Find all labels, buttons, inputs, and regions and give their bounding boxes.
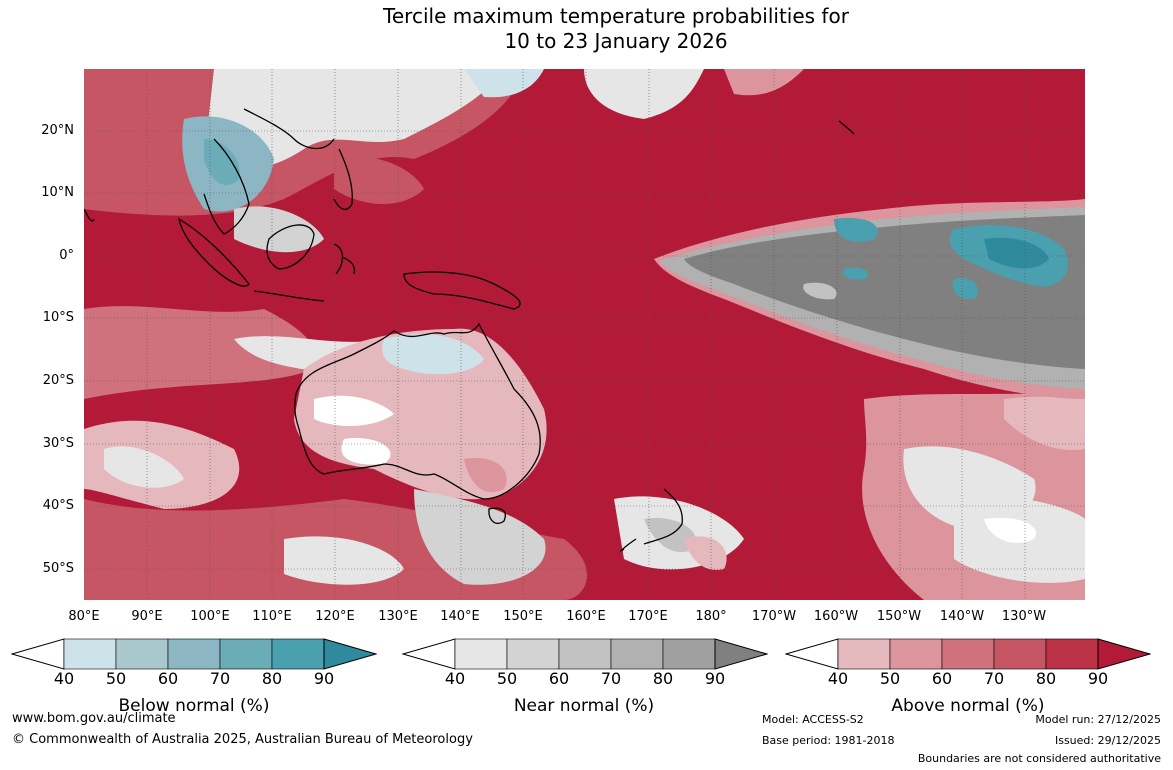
legend-above-tick-90: 90 xyxy=(1087,669,1109,688)
issued-text: Issued: 29/12/2025 xyxy=(1054,734,1161,747)
legend-near-swatch-1 xyxy=(506,638,560,670)
lat-label-0: 0° xyxy=(59,248,74,263)
lon-label-170w: 170°W xyxy=(751,609,797,624)
model-run-text: Model run: 27/12/2025 xyxy=(1035,713,1161,726)
legend-above-swatch-4 xyxy=(1045,638,1099,670)
lon-label-150e: 150°E xyxy=(503,609,543,624)
legend-below-tick-50: 50 xyxy=(105,669,127,688)
legend-below-swatch-4 xyxy=(271,638,325,670)
legend-above-swatch-5 xyxy=(1097,638,1151,670)
probability-map xyxy=(84,69,1085,600)
lon-label-150w: 150°W xyxy=(876,609,922,624)
lon-label-110e: 110°E xyxy=(252,609,292,624)
lat-label-10s: 10°S xyxy=(42,310,74,325)
legend-near-swatch-0 xyxy=(454,638,508,670)
legend-above-tick-50: 50 xyxy=(879,669,901,688)
legend-near-title: Near normal (%) xyxy=(513,696,655,716)
legend-near-tick-50: 50 xyxy=(496,669,518,688)
lat-label-20s: 20°S xyxy=(42,373,74,388)
legend-below-tick-70: 70 xyxy=(209,669,231,688)
lon-label-140w: 140°W xyxy=(939,609,985,624)
lon-label-130w: 130°W xyxy=(1001,609,1047,624)
lon-label-160w: 160°W xyxy=(813,609,859,624)
lon-label-90e: 90°E xyxy=(131,609,163,624)
legend-above-tick-80: 80 xyxy=(1035,669,1057,688)
lon-label-180: 180° xyxy=(695,609,727,624)
legend-near-swatch-4 xyxy=(662,638,716,670)
legend-below-tick-40: 40 xyxy=(53,669,75,688)
legend-near-tick-90: 90 xyxy=(704,669,726,688)
legend-above-swatch-1 xyxy=(889,638,943,670)
legend-below-swatch-5 xyxy=(323,638,377,670)
title-line-1: Tercile maximum temperature probabilitie… xyxy=(383,4,849,28)
lon-label-100e: 100°E xyxy=(190,609,230,624)
legend-near-normal xyxy=(402,638,768,670)
lon-label-130e: 130°E xyxy=(378,609,418,624)
north-near-normal xyxy=(204,69,504,170)
legend-near-tick-60: 60 xyxy=(548,669,570,688)
lon-label-170e: 170°E xyxy=(628,609,668,624)
lat-label-40s: 40°S xyxy=(42,498,74,513)
lat-label-30s: 30°S xyxy=(42,436,74,451)
legend-below-swatch-1 xyxy=(115,638,169,670)
website-link[interactable]: www.bom.gov.au/climate xyxy=(12,711,176,726)
north-below-patch xyxy=(464,69,544,98)
base-period-text: Base period: 1981-2018 xyxy=(762,734,895,747)
model-text: Model: ACCESS-S2 xyxy=(762,713,864,726)
legend-above-title: Above normal (%) xyxy=(891,696,1045,716)
legend-below-swatch-2 xyxy=(167,638,221,670)
coastlines xyxy=(84,108,855,552)
graticule xyxy=(84,69,1085,600)
legend-above-tick-70: 70 xyxy=(983,669,1005,688)
lon-label-160e: 160°E xyxy=(566,609,606,624)
legend-below-tick-80: 80 xyxy=(261,669,283,688)
legend-below-swatch-0 xyxy=(63,638,117,670)
copyright-text: © Commonwealth of Australia 2025, Austra… xyxy=(12,732,473,747)
legend-above-swatch-2 xyxy=(941,638,995,670)
legend-above-normal xyxy=(785,638,1151,670)
legend-near-tick-40: 40 xyxy=(444,669,466,688)
disclaimer-text: Boundaries are not considered authoritat… xyxy=(917,752,1161,765)
legend-near-swatch-5 xyxy=(714,638,768,670)
legend-below-tick-60: 60 xyxy=(157,669,179,688)
legend-above-tick-40: 40 xyxy=(827,669,849,688)
legend-below-title: Below normal (%) xyxy=(118,696,270,716)
legend-near-swatch-2 xyxy=(558,638,612,670)
legend-below-tick-90: 90 xyxy=(313,669,335,688)
lon-label-80e: 80°E xyxy=(68,609,100,624)
legend-above-swatch-0 xyxy=(837,638,891,670)
legend-near-tick-70: 70 xyxy=(600,669,622,688)
map-title: Tercile maximum temperature probabilitie… xyxy=(0,4,1173,54)
legend-near-tick-80: 80 xyxy=(652,669,674,688)
legend-below-swatch-3 xyxy=(219,638,273,670)
legend-above-swatch-3 xyxy=(993,638,1047,670)
legend-below-normal xyxy=(11,638,377,670)
lon-label-120e: 120°E xyxy=(315,609,355,624)
lat-label-20n: 20°N xyxy=(41,123,74,138)
lat-label-10n: 10°N xyxy=(41,185,74,200)
lat-label-50s: 50°S xyxy=(42,561,74,576)
legend-near-swatch-3 xyxy=(610,638,664,670)
title-line-2: 10 to 23 January 2026 xyxy=(504,29,728,53)
legend-above-tick-60: 60 xyxy=(931,669,953,688)
lon-label-140e: 140°E xyxy=(440,609,480,624)
